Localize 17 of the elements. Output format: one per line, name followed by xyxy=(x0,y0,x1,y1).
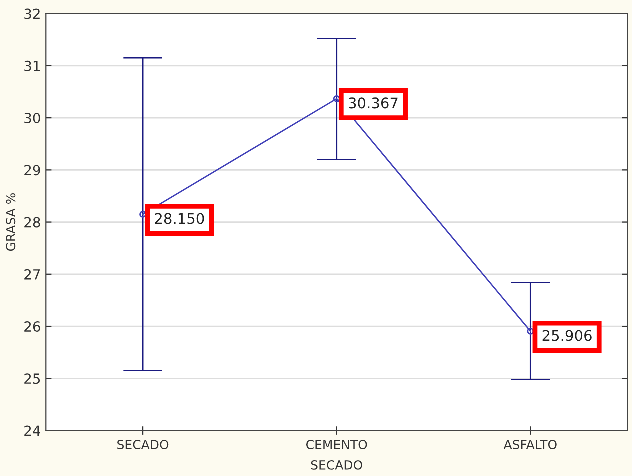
text: 25.906 xyxy=(542,330,592,342)
y-tick-label: 31 xyxy=(24,60,40,72)
y-tick-label: 25 xyxy=(24,374,40,384)
x-axis-title: SECADO xyxy=(311,460,362,470)
x-tick-label: SECADO xyxy=(118,440,169,450)
text: 30.367 xyxy=(349,98,398,109)
y-tick-label: 29 xyxy=(24,165,40,176)
y-tick-label: 24 xyxy=(24,426,40,436)
x-tick-label: ASFALTO xyxy=(504,440,557,450)
y-tick-label: 26 xyxy=(24,322,40,332)
y-tick-label: 28 xyxy=(24,217,40,228)
text: 28.150 xyxy=(155,213,204,224)
y-axis-title: GRASA % xyxy=(6,193,16,252)
y-tick-label: 30 xyxy=(24,113,40,124)
y-tick-label: 32 xyxy=(24,8,40,20)
y-tick-label: 27 xyxy=(24,269,40,280)
x-tick-label: CEMENTO xyxy=(306,440,368,450)
